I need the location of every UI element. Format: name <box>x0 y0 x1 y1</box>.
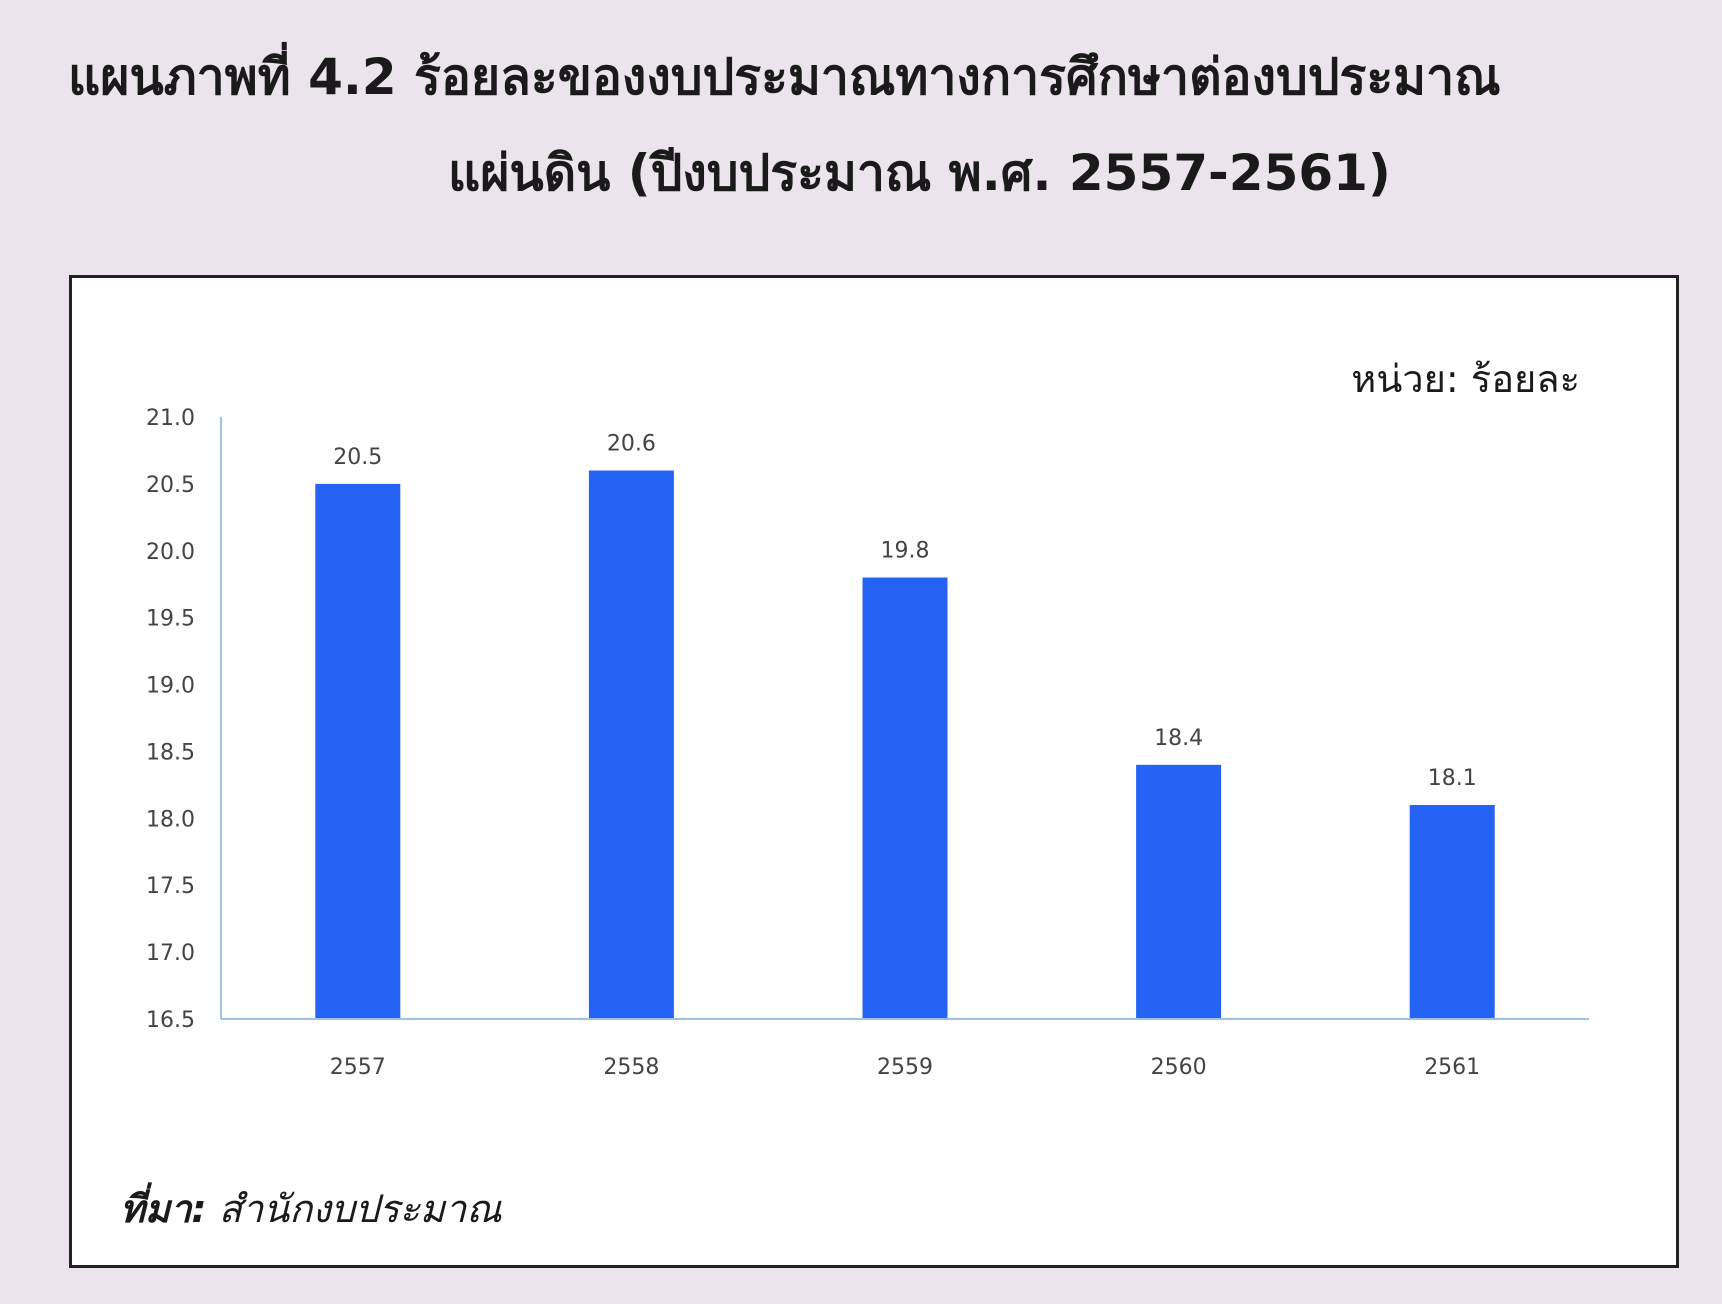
bar-chart: 16.5 17.0 17.5 18.0 18.5 19.0 19.5 20.0 20.5 21.0… <box>72 278 1676 1265</box>
data-label: 18.1 <box>1428 766 1477 791</box>
data-label: 18.4 <box>1154 726 1203 751</box>
y-tick-label: 19.0 <box>146 674 195 699</box>
y-tick-label: 18.5 <box>146 740 195 765</box>
x-tick-label: 2558 <box>603 1055 659 1080</box>
bar <box>589 471 674 1019</box>
chart-frame: หน่วย: ร้อยละ 16.5 17.0 17.5 18.0 18.5 19.0 19… <box>69 275 1679 1268</box>
y-tick-label: 18.0 <box>146 807 195 832</box>
bar <box>863 578 948 1019</box>
data-label: 20.5 <box>333 445 382 470</box>
data-label: 20.6 <box>607 432 656 457</box>
source-line: ที่มา: สำนักงบประมาณ <box>120 1178 502 1239</box>
y-tick-label: 21.0 <box>146 406 195 431</box>
y-tick-label: 20.5 <box>146 473 195 498</box>
bar <box>1410 805 1495 1019</box>
bar <box>315 484 400 1019</box>
y-tick-label: 19.5 <box>146 607 195 632</box>
x-tick-label: 2560 <box>1151 1055 1207 1080</box>
data-label: 19.8 <box>881 539 930 564</box>
x-tick-label: 2559 <box>877 1055 933 1080</box>
y-tick-label: 17.5 <box>146 874 195 899</box>
chart-title-line-1: แผนภาพที่ 4.2 ร้อยละของงบประมาณทางการศึก… <box>68 52 1501 102</box>
y-tick-label: 20.0 <box>146 540 195 565</box>
chart-title-line-2: แผ่นดิน (ปีงบประมาณ พ.ศ. 2557-2561) <box>448 148 1391 198</box>
source-label: ที่มา: <box>120 1187 207 1231</box>
y-tick-label: 16.5 <box>146 1008 195 1033</box>
source-value: สำนักงบประมาณ <box>207 1187 502 1231</box>
bar <box>1136 765 1221 1019</box>
x-tick-label: 2561 <box>1424 1055 1480 1080</box>
x-tick-label: 2557 <box>330 1055 386 1080</box>
y-tick-label: 17.0 <box>146 941 195 966</box>
